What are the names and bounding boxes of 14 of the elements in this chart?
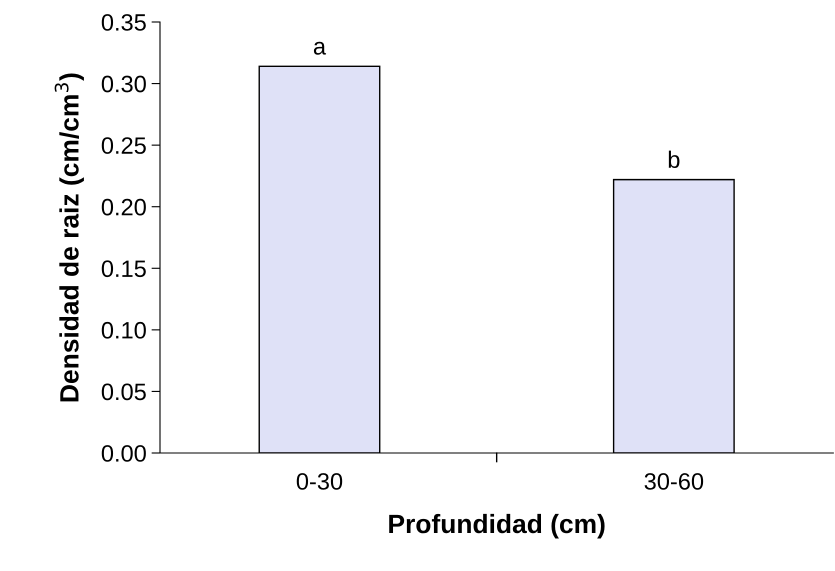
y-tick-label: 0.35 [102, 14, 146, 31]
y-tick-label: 0.30 [102, 76, 146, 92]
y-tick-label: 0.15 [102, 260, 146, 278]
x-tick-label: 30-60 [644, 473, 704, 490]
y-tick-label: 0.00 [102, 445, 146, 462]
y-axis-title: Densidad de raiz (cm/cm$^{3}$) [54, 73, 84, 402]
x-axis-title: Profundidad (cm) [389, 514, 605, 538]
y-tick-label: 0.10 [102, 322, 146, 339]
y-tick-label: 0.05 [102, 383, 146, 400]
x-tick-label: 0-30 [296, 473, 342, 490]
annotation: a [314, 42, 326, 55]
y-tick-label: 0.20 [102, 198, 146, 216]
y-tick-label: 0.25 [102, 137, 146, 154]
annotation: b [668, 150, 680, 168]
